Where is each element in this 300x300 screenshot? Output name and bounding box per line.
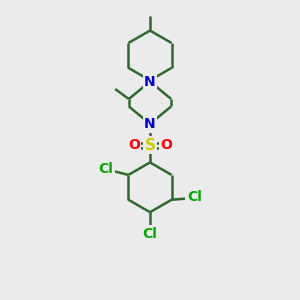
Text: Cl: Cl: [98, 162, 113, 176]
Text: N: N: [144, 117, 156, 131]
Text: O: O: [128, 138, 140, 152]
Text: Cl: Cl: [142, 227, 158, 241]
Text: N: N: [144, 75, 156, 88]
Text: S: S: [145, 137, 155, 152]
Text: O: O: [160, 138, 172, 152]
Text: Cl: Cl: [187, 190, 202, 204]
